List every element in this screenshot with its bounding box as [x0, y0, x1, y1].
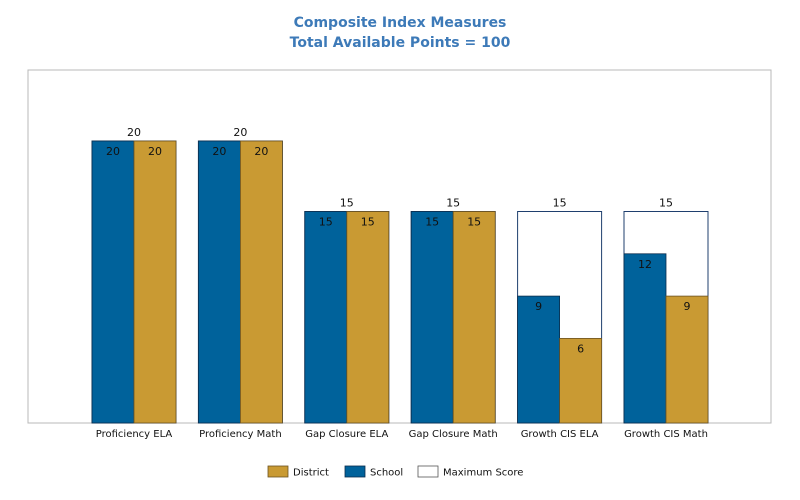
- max-score-label: 20: [127, 126, 141, 139]
- district-value-label: 9: [684, 300, 691, 313]
- school-value-label: 20: [212, 145, 226, 158]
- max-score-label: 15: [553, 197, 567, 210]
- school-bar: [410, 211, 454, 424]
- category-label: Gap Closure ELA: [305, 429, 388, 440]
- district-value-label: 20: [254, 145, 268, 158]
- legend-label-district: District: [293, 468, 329, 479]
- max-score-label: 15: [340, 197, 354, 210]
- school-value-label: 9: [535, 300, 542, 313]
- category-label: Growth CIS Math: [624, 429, 708, 440]
- school-value-label: 15: [425, 216, 439, 229]
- district-bar: [239, 140, 283, 424]
- district-bar: [452, 211, 496, 424]
- category-label: Gap Closure Math: [409, 429, 498, 440]
- chart-title: Composite Index Measures: [293, 15, 507, 31]
- legend-swatch-maximum-score: [417, 465, 439, 478]
- legend-swatch-district: [267, 465, 289, 478]
- legend-label-maximum-score: Maximum Score: [443, 468, 523, 479]
- school-bar: [91, 140, 135, 424]
- school-value-label: 15: [319, 216, 333, 229]
- legend-swatch-school: [344, 465, 366, 478]
- max-score-label: 20: [233, 126, 247, 139]
- district-value-label: 15: [361, 216, 375, 229]
- legend-label-school: School: [370, 468, 403, 479]
- max-score-label: 15: [446, 197, 460, 210]
- school-value-label: 20: [106, 145, 120, 158]
- district-bar: [346, 211, 390, 424]
- district-bar: [559, 337, 602, 424]
- plot-frame: [27, 69, 772, 424]
- school-bar: [304, 211, 348, 424]
- district-value-label: 20: [148, 145, 162, 158]
- school-bar: [623, 253, 667, 424]
- district-value-label: 15: [467, 216, 481, 229]
- district-bar: [133, 140, 177, 424]
- school-bar: [197, 140, 241, 424]
- max-score-label: 15: [659, 197, 673, 210]
- category-label: Proficiency ELA: [96, 429, 173, 440]
- district-bar: [665, 295, 709, 424]
- category-label: Proficiency Math: [199, 429, 282, 440]
- category-label: Growth CIS ELA: [521, 429, 599, 440]
- school-bar: [517, 295, 560, 424]
- school-value-label: 12: [638, 258, 652, 271]
- chart-subtitle: Total Available Points = 100: [289, 35, 511, 51]
- district-value-label: 6: [577, 342, 584, 355]
